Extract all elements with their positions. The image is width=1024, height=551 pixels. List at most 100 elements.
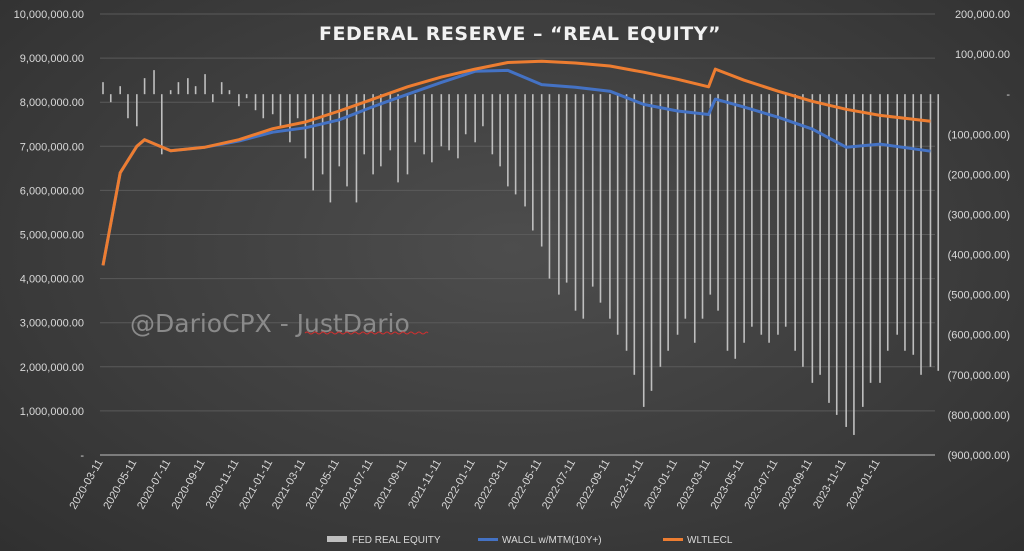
bar <box>143 78 146 95</box>
bar <box>709 94 712 295</box>
left-tick-label: 2,000,000.00 <box>20 362 84 374</box>
bar <box>751 94 753 327</box>
bar <box>879 94 881 383</box>
lines <box>101 59 931 266</box>
bar <box>464 94 467 135</box>
right-tick-label: (500,000.00) <box>948 290 1010 302</box>
bar <box>929 94 932 367</box>
bar <box>448 94 450 151</box>
bar <box>802 94 804 367</box>
bar <box>777 94 779 335</box>
legend-swatch-wltlecl <box>663 538 683 541</box>
right-tick-label: - <box>1006 89 1010 101</box>
bar <box>228 90 231 95</box>
bar <box>312 94 314 191</box>
legend-label-wltlecl: WLTLECL <box>687 535 733 546</box>
bar <box>734 94 737 359</box>
bar <box>372 94 374 175</box>
bar <box>514 94 517 195</box>
x-tick-label: 2020-11-11 <box>204 458 242 511</box>
right-tick-label: (900,000.00) <box>948 450 1010 462</box>
x-tick-label: 2020-09-11 <box>170 458 208 512</box>
bar <box>616 94 619 335</box>
bar <box>296 94 299 119</box>
right-tick-label: (400,000.00) <box>948 250 1010 262</box>
bar <box>499 94 501 167</box>
bar <box>743 94 745 343</box>
left-tick-label: 5,000,000.00 <box>20 230 84 242</box>
bar <box>609 94 611 319</box>
x-tick-label: 2021-03-11 <box>270 458 308 512</box>
bar <box>457 94 459 159</box>
bar <box>431 94 433 163</box>
bar <box>482 94 484 127</box>
right-tick-label: 100,000.00 <box>955 49 1010 61</box>
x-tick-label: 2023-01-11 <box>642 458 680 512</box>
bar <box>726 94 729 351</box>
x-tick-label: 2022-03-11 <box>472 458 510 512</box>
bar <box>212 94 214 103</box>
bar <box>279 94 282 127</box>
bar <box>321 94 324 175</box>
bar <box>245 94 248 99</box>
x-tick-label: 2022-11-11 <box>609 458 647 511</box>
legend-swatch-fed-real-equity <box>327 536 347 542</box>
x-tick-label: 2023-11-11 <box>811 458 849 511</box>
chart-title: FEDERAL RESERVE – “REAL EQUITY” <box>319 23 721 45</box>
bar <box>406 94 409 175</box>
bar <box>177 82 180 95</box>
bar <box>693 94 696 343</box>
bar <box>625 94 628 351</box>
x-tick-label: 2022-07-11 <box>540 458 578 512</box>
bar <box>920 94 922 375</box>
bar <box>760 94 763 335</box>
bar <box>828 94 830 403</box>
bar <box>886 94 889 351</box>
x-tick-label: 2023-09-11 <box>777 458 815 512</box>
bar <box>835 94 838 415</box>
spellcheck-underline <box>304 331 429 335</box>
bar <box>650 94 653 391</box>
x-tick-label: 2020-03-11 <box>67 458 105 512</box>
bar <box>119 86 121 95</box>
bar <box>136 94 138 127</box>
bar <box>160 94 163 155</box>
bar <box>540 94 543 247</box>
bar <box>423 94 425 155</box>
bar <box>937 94 940 371</box>
bar <box>642 94 645 407</box>
bar <box>591 94 594 287</box>
x-tick-label: 2023-07-11 <box>742 458 780 512</box>
bar <box>896 94 898 335</box>
bar <box>819 94 821 375</box>
bar <box>414 94 417 143</box>
left-tick-label: 3,000,000.00 <box>20 318 84 330</box>
left-tick-label: 6,000,000.00 <box>20 185 84 197</box>
x-tick-label: 2021-11-11 <box>406 458 444 511</box>
bar <box>904 94 906 351</box>
bar <box>153 70 155 95</box>
left-tick-label: 9,000,000.00 <box>20 53 84 65</box>
bar <box>289 94 291 143</box>
bar <box>582 94 585 319</box>
bar <box>633 94 636 375</box>
x-tick-label: 2023-03-11 <box>675 458 713 512</box>
bar <box>565 94 568 283</box>
legend-label-fed-real-equity: FED REAL EQUITY <box>352 535 441 546</box>
bar <box>329 94 332 203</box>
x-tick-label: 2022-05-11 <box>506 458 544 512</box>
right-tick-label: (700,000.00) <box>948 370 1010 382</box>
left-tick-label: 7,000,000.00 <box>20 141 84 153</box>
bar <box>338 94 341 167</box>
bar <box>869 94 872 383</box>
bar <box>355 94 358 203</box>
bar <box>524 94 526 207</box>
bar <box>440 94 443 147</box>
x-tick-label: 2021-07-11 <box>338 458 376 512</box>
right-tick-label: (800,000.00) <box>948 410 1010 422</box>
bar <box>853 94 855 435</box>
bar <box>558 94 560 295</box>
bar <box>768 94 770 343</box>
x-axis: 2020-03-112020-05-112020-07-112020-09-11… <box>67 454 935 512</box>
right-tick-label: (100,000.00) <box>948 129 1010 141</box>
